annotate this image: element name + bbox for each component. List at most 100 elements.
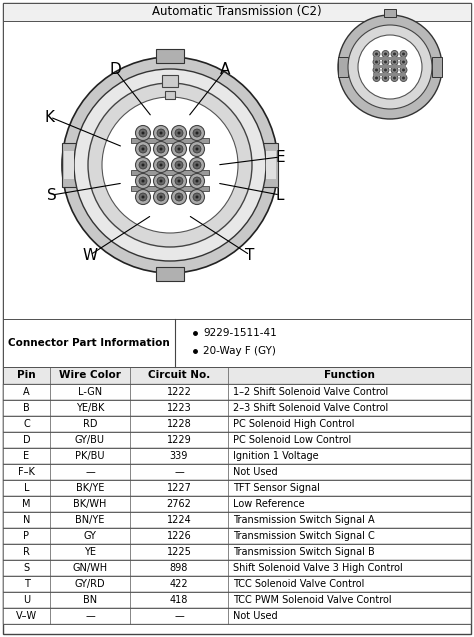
Circle shape	[190, 125, 204, 141]
Circle shape	[157, 161, 165, 169]
Circle shape	[139, 161, 147, 169]
Circle shape	[348, 25, 432, 109]
Bar	[162, 75, 178, 87]
FancyBboxPatch shape	[262, 143, 278, 187]
Text: Pin: Pin	[17, 371, 36, 380]
Bar	[374, 64, 407, 68]
Circle shape	[139, 145, 147, 153]
Circle shape	[384, 52, 387, 55]
Bar	[3, 448, 471, 464]
Circle shape	[402, 52, 405, 55]
Circle shape	[172, 125, 186, 141]
Text: M: M	[22, 499, 31, 509]
Circle shape	[402, 61, 405, 64]
Circle shape	[193, 145, 201, 153]
FancyBboxPatch shape	[64, 151, 74, 179]
Bar	[374, 73, 407, 76]
Bar	[374, 57, 407, 59]
Circle shape	[142, 148, 145, 150]
Text: 1222: 1222	[166, 387, 191, 397]
Text: YE/BK: YE/BK	[76, 403, 104, 413]
Text: N: N	[23, 515, 30, 525]
Circle shape	[193, 193, 201, 201]
Bar	[3, 3, 471, 21]
Text: 418: 418	[170, 595, 188, 605]
Bar	[3, 464, 471, 480]
Text: A: A	[220, 62, 230, 78]
Circle shape	[172, 173, 186, 189]
Text: 422: 422	[170, 579, 188, 589]
Text: T: T	[24, 579, 29, 589]
Circle shape	[157, 177, 165, 185]
Circle shape	[338, 15, 442, 119]
Text: 898: 898	[170, 563, 188, 573]
FancyBboxPatch shape	[432, 57, 442, 77]
Text: GY: GY	[83, 531, 96, 541]
FancyBboxPatch shape	[156, 49, 184, 63]
Circle shape	[88, 83, 252, 247]
Text: 1227: 1227	[166, 483, 191, 493]
Text: Transmission Switch Signal A: Transmission Switch Signal A	[233, 515, 374, 525]
Text: TFT Sensor Signal: TFT Sensor Signal	[233, 483, 320, 493]
Text: 1223: 1223	[167, 403, 191, 413]
Bar	[3, 432, 471, 448]
Text: E: E	[275, 150, 285, 164]
Text: D: D	[23, 435, 30, 445]
Circle shape	[177, 131, 181, 134]
Text: 1228: 1228	[167, 419, 191, 429]
Text: 9229-1511-41: 9229-1511-41	[203, 328, 277, 338]
Circle shape	[62, 57, 278, 273]
Text: P: P	[24, 531, 29, 541]
Text: Shift Solenoid Valve 3 High Control: Shift Solenoid Valve 3 High Control	[233, 563, 403, 573]
Text: 2–3 Shift Solenoid Valve Control: 2–3 Shift Solenoid Valve Control	[233, 403, 388, 413]
Text: Wire Color: Wire Color	[59, 371, 121, 380]
Circle shape	[402, 69, 405, 71]
Bar	[3, 608, 471, 624]
Circle shape	[375, 69, 378, 71]
Bar	[131, 138, 209, 143]
Bar	[3, 560, 471, 576]
Circle shape	[382, 66, 389, 73]
Circle shape	[159, 164, 163, 166]
FancyBboxPatch shape	[62, 143, 78, 187]
Circle shape	[154, 157, 168, 173]
Text: TCC PWM Solenoid Valve Control: TCC PWM Solenoid Valve Control	[233, 595, 392, 605]
Circle shape	[157, 193, 165, 201]
Circle shape	[154, 141, 168, 157]
Text: C: C	[23, 419, 30, 429]
Text: R: R	[23, 547, 30, 557]
Circle shape	[177, 180, 181, 182]
Circle shape	[391, 75, 398, 82]
Text: 1226: 1226	[167, 531, 191, 541]
Text: A: A	[23, 387, 30, 397]
Text: L: L	[276, 187, 284, 203]
Text: Not Used: Not Used	[233, 611, 278, 621]
Bar	[3, 496, 471, 512]
Circle shape	[136, 173, 151, 189]
Bar	[3, 544, 471, 560]
Bar	[3, 416, 471, 432]
Circle shape	[373, 66, 380, 73]
Circle shape	[177, 148, 181, 150]
Circle shape	[154, 189, 168, 204]
Circle shape	[195, 196, 199, 199]
Circle shape	[393, 76, 396, 80]
Circle shape	[157, 129, 165, 137]
Text: K: K	[45, 110, 55, 124]
Circle shape	[393, 61, 396, 64]
Text: 1225: 1225	[166, 547, 191, 557]
Text: BK/YE: BK/YE	[76, 483, 104, 493]
Text: Transmission Switch Signal B: Transmission Switch Signal B	[233, 547, 375, 557]
Circle shape	[136, 141, 151, 157]
Text: Not Used: Not Used	[233, 467, 278, 477]
Text: —: —	[85, 611, 95, 621]
Circle shape	[391, 66, 398, 73]
Circle shape	[195, 164, 199, 166]
Circle shape	[400, 50, 407, 57]
Bar	[3, 367, 471, 384]
Text: BK/WH: BK/WH	[73, 499, 107, 509]
Circle shape	[391, 59, 398, 66]
Text: Function: Function	[324, 371, 375, 380]
Circle shape	[175, 193, 183, 201]
Text: RD: RD	[83, 419, 97, 429]
